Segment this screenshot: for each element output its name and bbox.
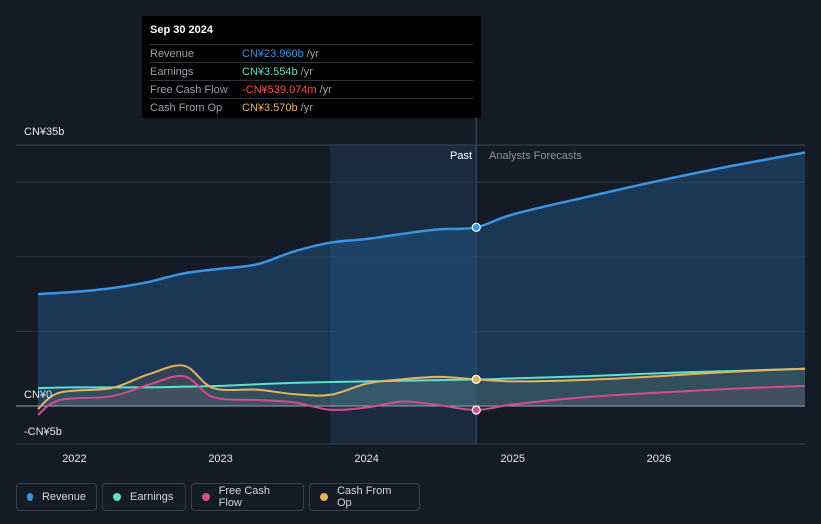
tooltip-row-label: Cash From Op — [150, 101, 223, 114]
x-tick-label: 2026 — [647, 453, 671, 465]
x-tick-label: 2023 — [208, 453, 232, 465]
legend-item-revenue[interactable]: Revenue — [16, 483, 97, 511]
legend-item-cash-from-op[interactable]: Cash From Op — [309, 483, 420, 511]
legend-label: Free Cash Flow — [218, 485, 271, 509]
series-area-cash-from-op — [37, 365, 805, 409]
legend-item-free-cash-flow[interactable]: Free Cash Flow — [191, 483, 304, 511]
series-line-revenue — [37, 151, 806, 296]
tooltip-row-label: Revenue — [150, 47, 195, 60]
tooltip-row-revenue: Revenue CN¥23.960b /yr — [150, 44, 473, 62]
past-period-band — [330, 145, 477, 444]
tooltip-row-cash-from-op: Cash From Op CN¥3.570b /yr — [150, 98, 473, 116]
y-axis-bottom-label: -CN¥5b — [24, 426, 62, 438]
past-label: Past — [450, 150, 473, 162]
legend-label: Earnings — [130, 491, 174, 503]
data-tooltip: Sep 30 2024 Revenue CN¥23.960b /yr Earni… — [142, 16, 481, 118]
legend-dot-icon — [202, 493, 210, 501]
tooltip-row-value: CN¥23.960b — [242, 47, 304, 60]
legend-dot-icon — [27, 493, 33, 501]
x-tick-label: 2022 — [62, 453, 86, 465]
legend-label: Cash From Op — [336, 485, 392, 509]
tooltip-row-unit: /yr — [319, 83, 332, 96]
tooltip-row-value: CN¥3.554b — [242, 65, 298, 78]
legend-dot-icon — [113, 493, 121, 501]
tooltip-row-value: -CN¥539.074m — [242, 83, 317, 96]
x-tick-label: 2024 — [354, 453, 378, 465]
tooltip-row-value: CN¥3.570b — [242, 101, 298, 114]
marker-cash-from-op — [471, 374, 481, 384]
tooltip-row-earnings: Earnings CN¥3.554b /yr — [150, 62, 473, 80]
tooltip-row-label: Earnings — [150, 65, 194, 78]
tooltip-row-unit: /yr — [306, 47, 320, 60]
y-axis-top-label: CN¥35b — [24, 126, 65, 138]
marker-free-cash-flow — [471, 405, 481, 415]
marker-revenue — [471, 222, 481, 232]
legend-dot-icon — [320, 493, 328, 501]
legend-item-earnings[interactable]: Earnings — [102, 483, 186, 511]
legend-label: Revenue — [41, 491, 86, 503]
tooltip-row-free-cash-flow: Free Cash Flow -CN¥539.074m /yr — [150, 80, 473, 98]
forecast-label: Analysts Forecasts — [489, 150, 582, 162]
tooltip-row-unit: /yr — [300, 65, 313, 78]
x-tick-label: 2025 — [501, 453, 525, 465]
series-line-cash-from-op — [37, 364, 806, 410]
series-area-free-cash-flow — [37, 375, 805, 415]
y-axis-zero-label: CN¥0 — [24, 389, 53, 401]
tooltip-date: Sep 30 2024 — [150, 24, 213, 36]
tooltip-row-label: Free Cash Flow — [150, 83, 228, 96]
tooltip-row-unit: /yr — [300, 101, 313, 114]
series-line-free-cash-flow — [37, 374, 806, 416]
series-area-revenue — [37, 152, 805, 406]
